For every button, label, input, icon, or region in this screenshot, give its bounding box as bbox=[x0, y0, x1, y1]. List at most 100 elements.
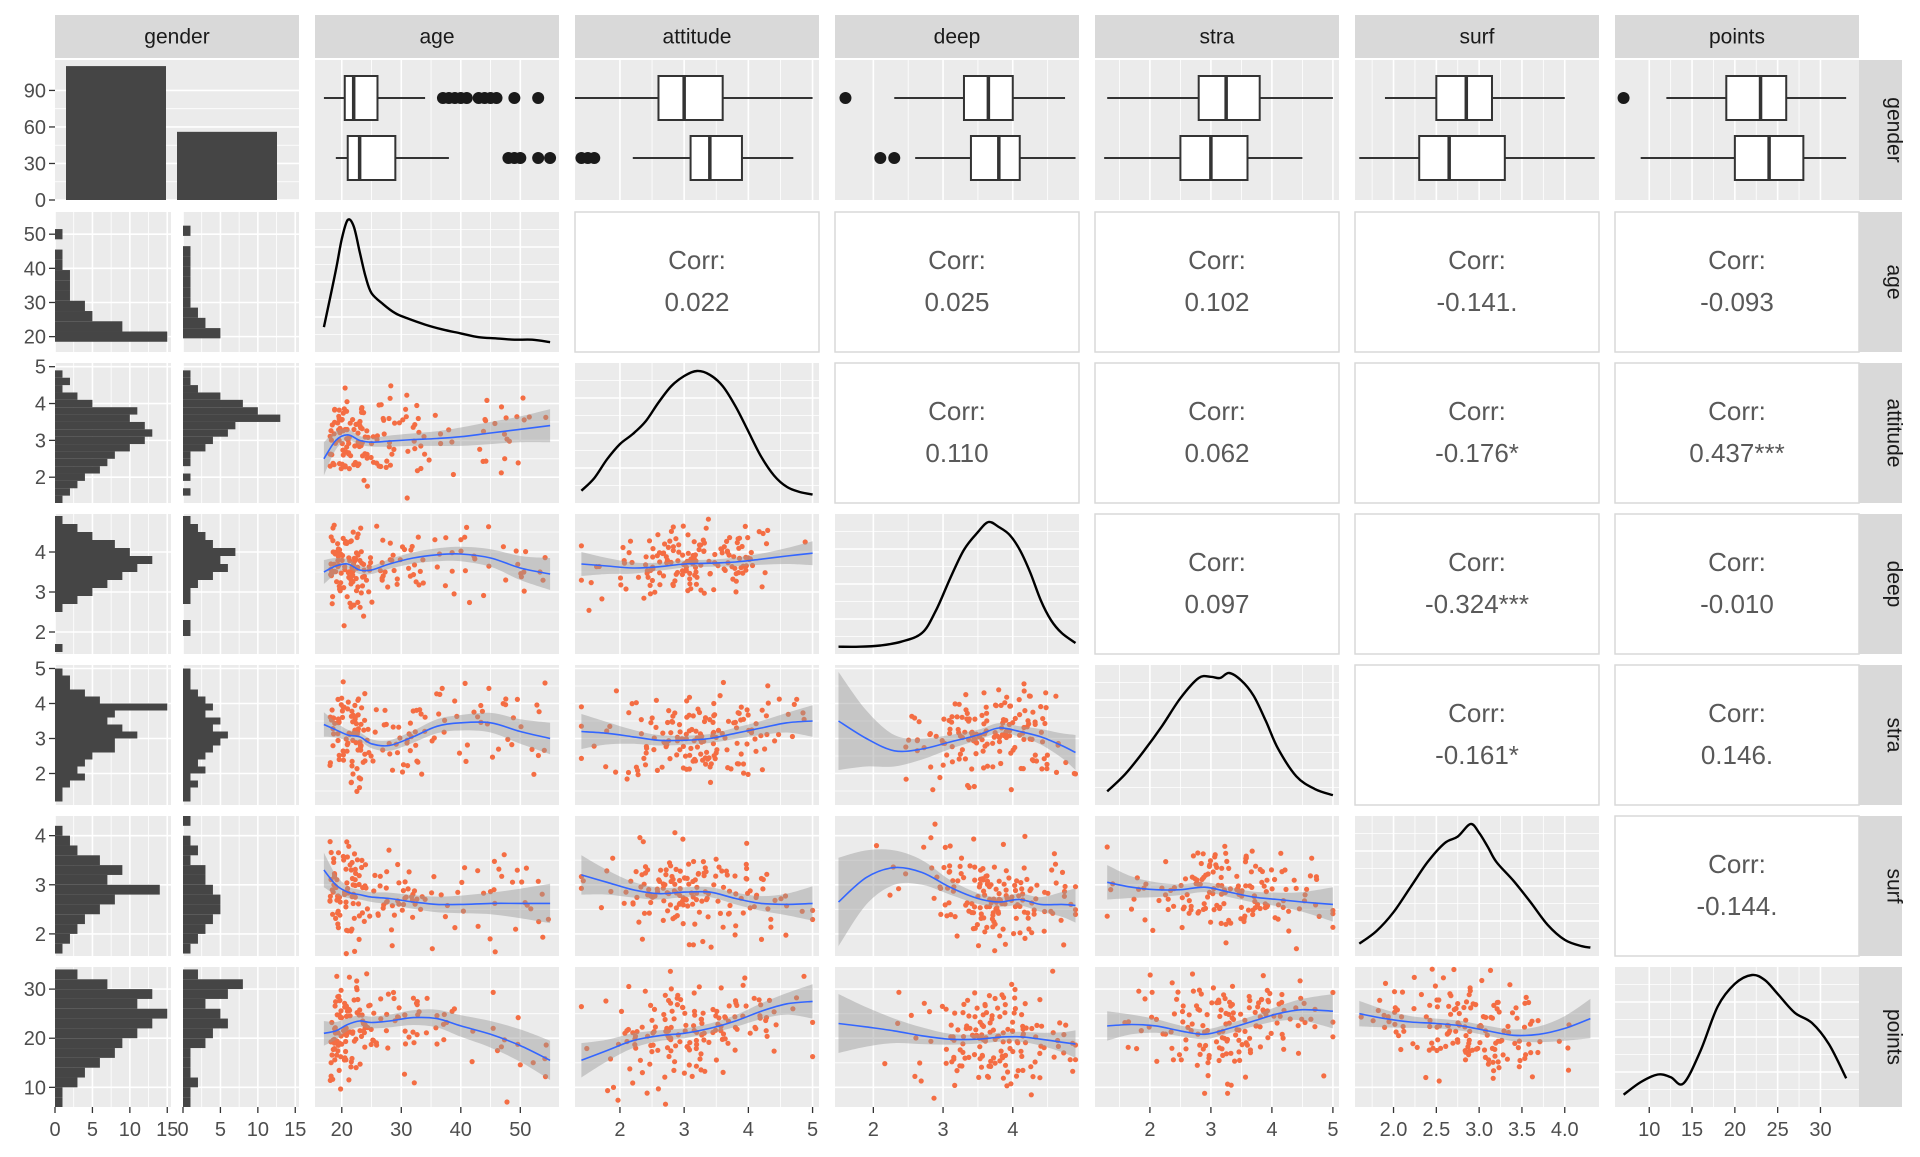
scatter-point bbox=[984, 763, 991, 769]
scatter-point bbox=[449, 439, 455, 445]
scatter-point bbox=[1446, 1030, 1452, 1036]
y-tick-label: 2 bbox=[35, 467, 46, 489]
scatter-point bbox=[952, 701, 958, 707]
scatter-point bbox=[624, 776, 630, 782]
scatter-point bbox=[391, 446, 397, 452]
scatter-point bbox=[1268, 867, 1275, 873]
scatter-point bbox=[984, 924, 990, 931]
histogram-bar-M bbox=[183, 317, 206, 329]
scatter-point bbox=[649, 1049, 655, 1055]
scatter-point bbox=[372, 872, 378, 879]
scatter-point bbox=[949, 714, 955, 720]
loess-smooth-line bbox=[581, 874, 813, 906]
scatter-point bbox=[697, 731, 704, 737]
strip-label-attitude: attitude bbox=[663, 26, 732, 49]
scatter-point bbox=[957, 751, 964, 757]
corr-panel-stra-surf: Corr:-0.161* bbox=[1354, 664, 1600, 806]
histogram-bar-M bbox=[183, 540, 213, 548]
scatter-point bbox=[979, 737, 985, 743]
scatter-point bbox=[1307, 873, 1313, 879]
scatter-point bbox=[1195, 881, 1201, 887]
scatter-point bbox=[980, 877, 986, 883]
scatter-point bbox=[395, 861, 401, 868]
scatter-point bbox=[329, 707, 335, 713]
scatter-point bbox=[500, 544, 506, 550]
scatter-point bbox=[736, 545, 742, 551]
scatter-point bbox=[364, 455, 370, 461]
scatter-point bbox=[1000, 926, 1006, 932]
scatter-point bbox=[1523, 994, 1529, 1001]
scatter-point bbox=[735, 570, 742, 576]
scatter-point bbox=[1249, 848, 1255, 854]
scatter-point bbox=[409, 543, 415, 550]
scatter-point bbox=[1223, 1010, 1229, 1017]
scatter-point bbox=[353, 588, 360, 594]
scatter-point bbox=[999, 732, 1005, 738]
scatter-point bbox=[1147, 972, 1153, 978]
histogram-bar-F bbox=[55, 473, 85, 481]
x-tick-label: 20 bbox=[331, 1119, 353, 1141]
scatter-point bbox=[359, 405, 365, 411]
histogram-bar-F bbox=[55, 943, 63, 954]
scatter-point bbox=[344, 594, 350, 600]
scatter-point bbox=[1247, 997, 1253, 1004]
scatter-point bbox=[514, 696, 521, 703]
scatter-point bbox=[662, 1016, 668, 1023]
scatter-point bbox=[1037, 1050, 1043, 1056]
scatter-point bbox=[352, 866, 358, 873]
scatter-point bbox=[501, 852, 507, 858]
scatter-point bbox=[357, 1061, 363, 1067]
boxplot-outlier bbox=[460, 92, 473, 104]
scatter-point bbox=[1265, 1035, 1271, 1041]
scatter-point bbox=[646, 538, 653, 544]
loess-smooth-line bbox=[837, 866, 1076, 907]
histogram-bar-M bbox=[183, 451, 191, 459]
scatter-point bbox=[938, 911, 944, 918]
scatter-point bbox=[365, 1024, 371, 1031]
scatter-point bbox=[659, 764, 665, 770]
scatter-point bbox=[327, 893, 333, 899]
scatter-point bbox=[703, 525, 709, 531]
scatter-point bbox=[982, 892, 988, 898]
histogram-bar-M bbox=[183, 845, 198, 856]
scatter-point bbox=[1028, 1064, 1034, 1070]
scatter-point bbox=[340, 679, 346, 685]
scatter-point bbox=[540, 934, 546, 940]
scatter-point bbox=[932, 821, 938, 827]
scatter-point bbox=[327, 762, 333, 769]
scatter-point bbox=[711, 729, 717, 735]
boxplot-outlier bbox=[1617, 92, 1630, 104]
scatter-point bbox=[362, 691, 368, 697]
scatter-point bbox=[758, 875, 765, 882]
scatter-point bbox=[372, 729, 378, 735]
scatter-point bbox=[399, 769, 406, 775]
scatter-point bbox=[464, 742, 470, 748]
scatter-point bbox=[407, 573, 413, 579]
scatter-point bbox=[1012, 715, 1018, 722]
scatter-point bbox=[1277, 1013, 1283, 1019]
scatter-point bbox=[357, 739, 363, 745]
scatter-point bbox=[417, 568, 423, 575]
scatter-point bbox=[336, 583, 342, 589]
histogram-bar-F bbox=[55, 738, 115, 746]
scatter-point bbox=[1008, 787, 1014, 793]
scatter-point bbox=[415, 415, 421, 422]
strip-label-gender: gender bbox=[144, 26, 209, 49]
scatter-point bbox=[745, 890, 751, 897]
scatter-point bbox=[680, 765, 687, 771]
histogram-bar-M bbox=[183, 620, 191, 628]
scatter-point bbox=[1440, 975, 1446, 981]
scatter-point bbox=[977, 1044, 983, 1050]
y-tick-label: 2 bbox=[35, 622, 46, 644]
scatter-point bbox=[1021, 736, 1027, 743]
scatter-point bbox=[1040, 716, 1046, 722]
scatter-point bbox=[676, 542, 682, 548]
scatter-point bbox=[1002, 700, 1008, 706]
histogram-bar-F bbox=[55, 488, 70, 496]
scatter-point bbox=[952, 914, 958, 920]
corr-value: 0.437*** bbox=[1689, 438, 1784, 468]
scatter-point bbox=[331, 731, 337, 737]
